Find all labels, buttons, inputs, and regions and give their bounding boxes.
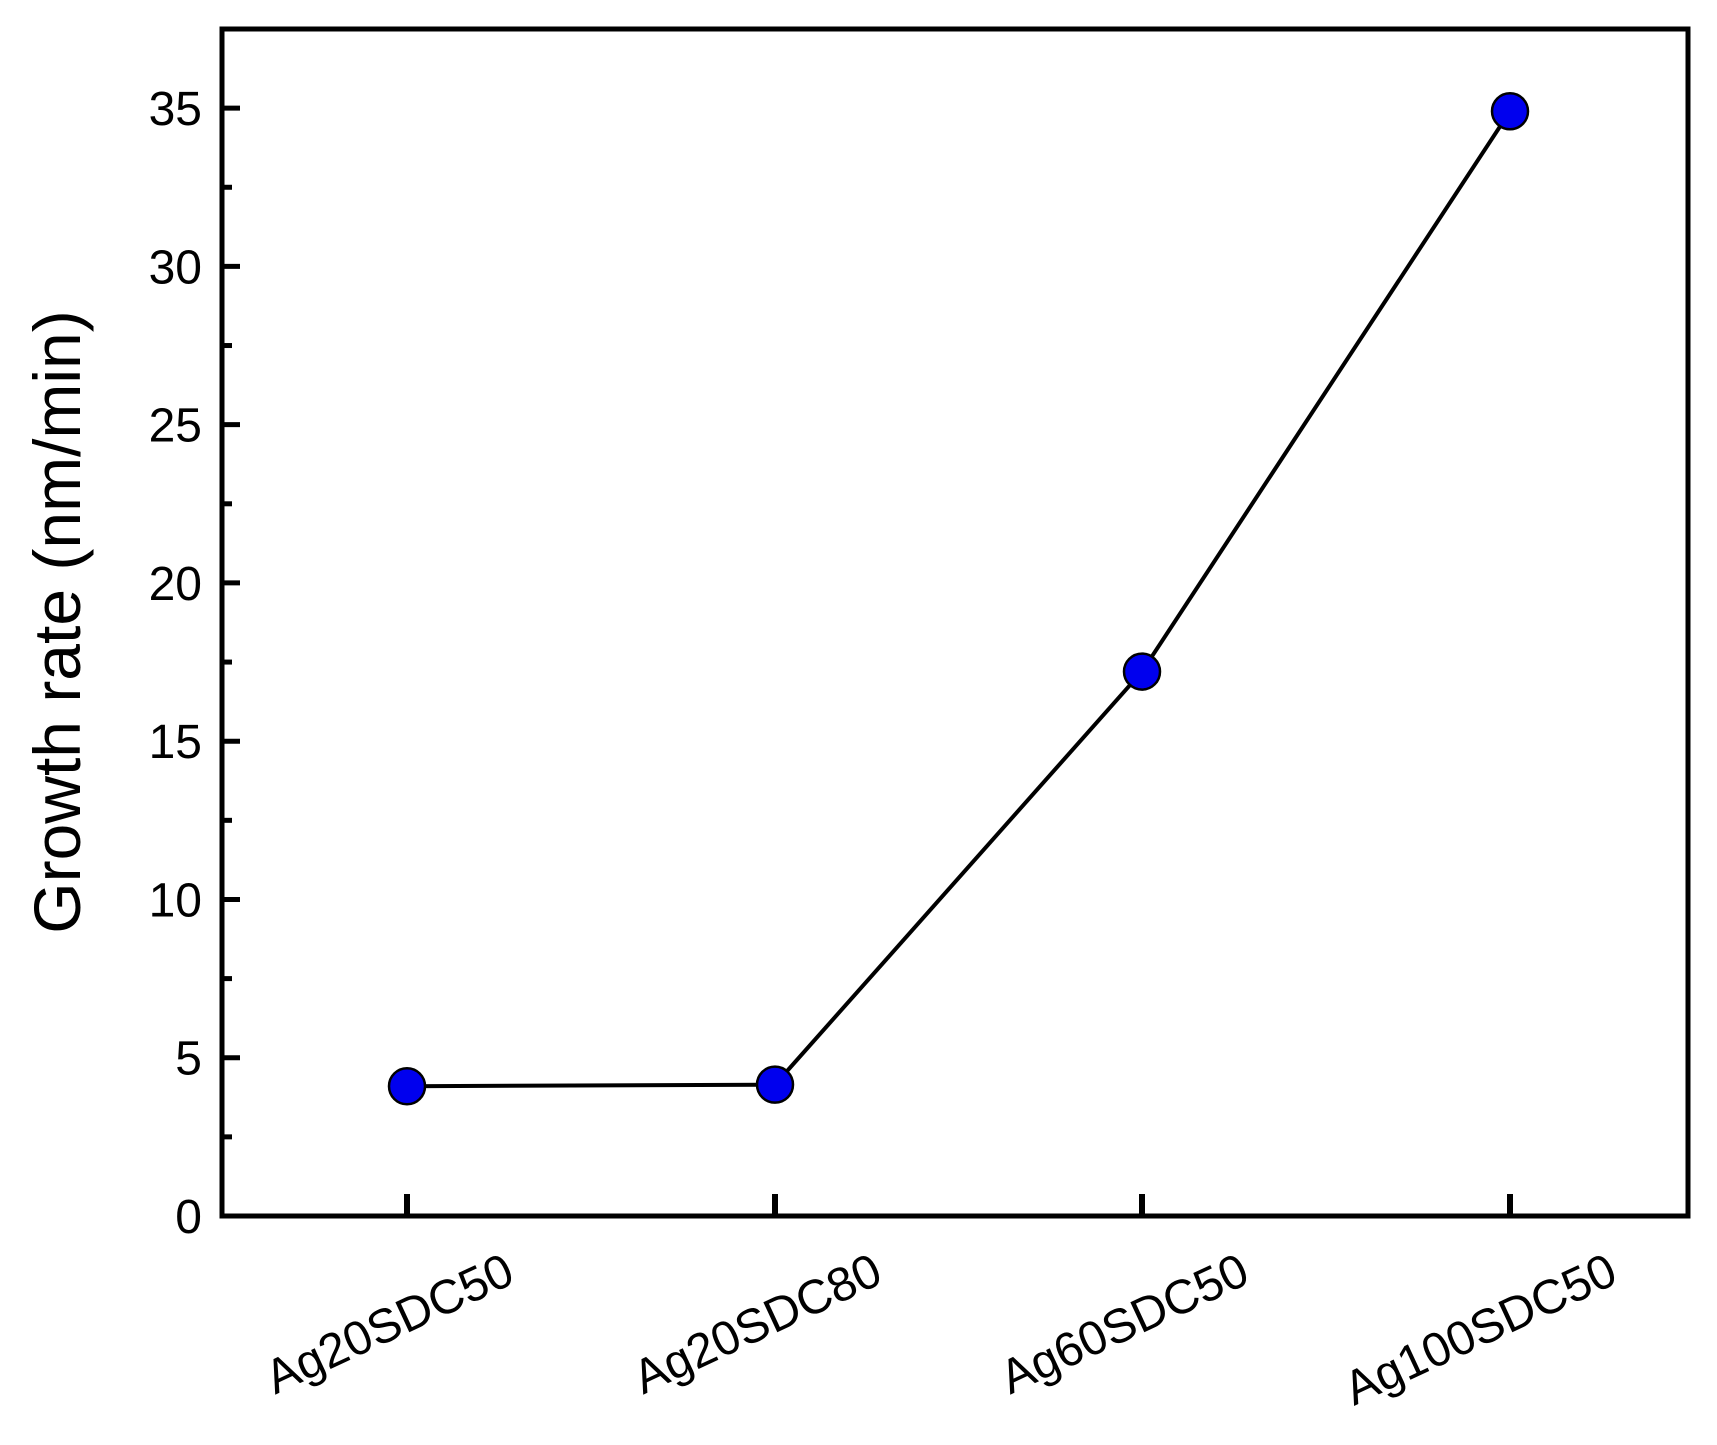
series-markers	[387, 92, 1530, 1106]
x-tick-label: Ag60SDC50	[992, 1244, 1256, 1405]
data-point	[1490, 92, 1530, 131]
y-tick-label: 5	[175, 1033, 202, 1086]
y-tick-label: 25	[149, 400, 202, 453]
axis-ticks	[222, 26, 1513, 1219]
y-tick-label: 0	[175, 1191, 202, 1244]
y-tick-label: 15	[149, 716, 202, 769]
data-point	[387, 1066, 427, 1106]
y-tick-label: 35	[149, 83, 202, 136]
x-tick-label: Ag20SDC50	[257, 1244, 521, 1405]
series-lines	[406, 110, 1512, 1089]
series-line-segment	[1140, 110, 1512, 673]
x-tick-label: Ag20SDC80	[625, 1244, 889, 1405]
x-tick-label: Ag100SDC50	[1336, 1244, 1624, 1416]
y-tick-label: 20	[149, 558, 202, 611]
y-axis-title: Growth rate (nm/min)	[20, 310, 94, 933]
data-point	[755, 1065, 795, 1104]
y-tick-label: 30	[149, 241, 202, 294]
series-line-segment	[773, 670, 1144, 1086]
y-tick-label: 10	[149, 874, 202, 927]
plot-frame	[219, 26, 1691, 1219]
data-point	[1122, 652, 1162, 691]
series-line-segment	[406, 1082, 776, 1089]
